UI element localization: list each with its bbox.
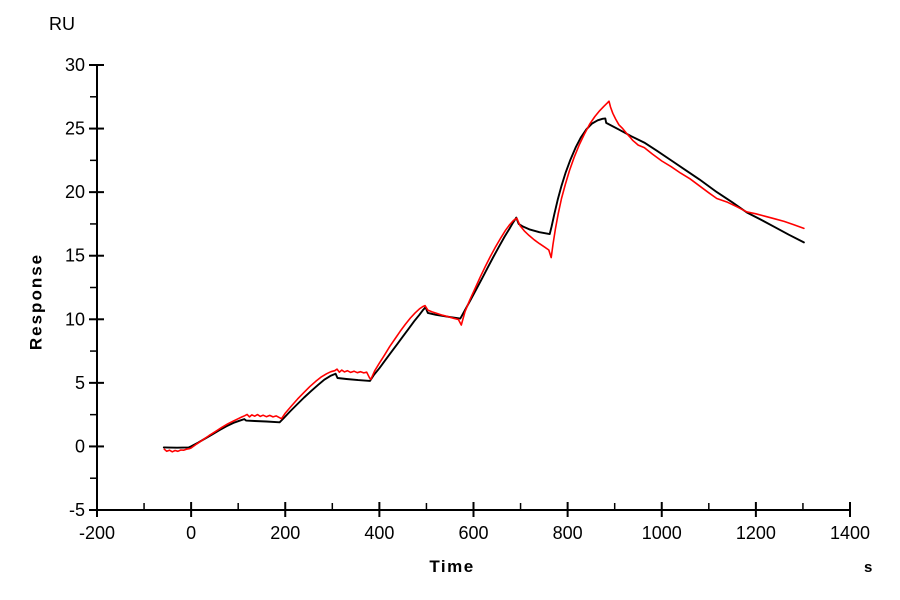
y-tick-label: 5 <box>75 373 85 393</box>
y-tick-label: 15 <box>65 246 85 266</box>
x-axis-unit-label: s <box>864 559 873 576</box>
y-tick-label: 20 <box>65 182 85 202</box>
x-tick-label: -200 <box>79 523 115 543</box>
y-tick-label: 25 <box>65 119 85 139</box>
x-axis-title: Time <box>429 557 475 576</box>
x-tick-label: 800 <box>553 523 583 543</box>
x-tick-label: 600 <box>458 523 488 543</box>
x-tick-label: 200 <box>270 523 300 543</box>
series-line-fitted-curve <box>162 117 805 449</box>
series-line-experimental-data <box>163 100 805 453</box>
x-tick-label: 1400 <box>830 523 870 543</box>
x-tick-label: 0 <box>186 523 196 543</box>
x-tick-label: 400 <box>364 523 394 543</box>
y-tick-label: 0 <box>75 436 85 456</box>
y-tick-label: -5 <box>69 500 85 520</box>
y-axis-unit-label: RU <box>49 14 75 34</box>
x-tick-label: 1200 <box>736 523 776 543</box>
y-tick-label: 30 <box>65 55 85 75</box>
y-axis-title: Response <box>26 252 46 351</box>
y-tick-label: 10 <box>65 309 85 329</box>
x-tick-label: 1000 <box>642 523 682 543</box>
